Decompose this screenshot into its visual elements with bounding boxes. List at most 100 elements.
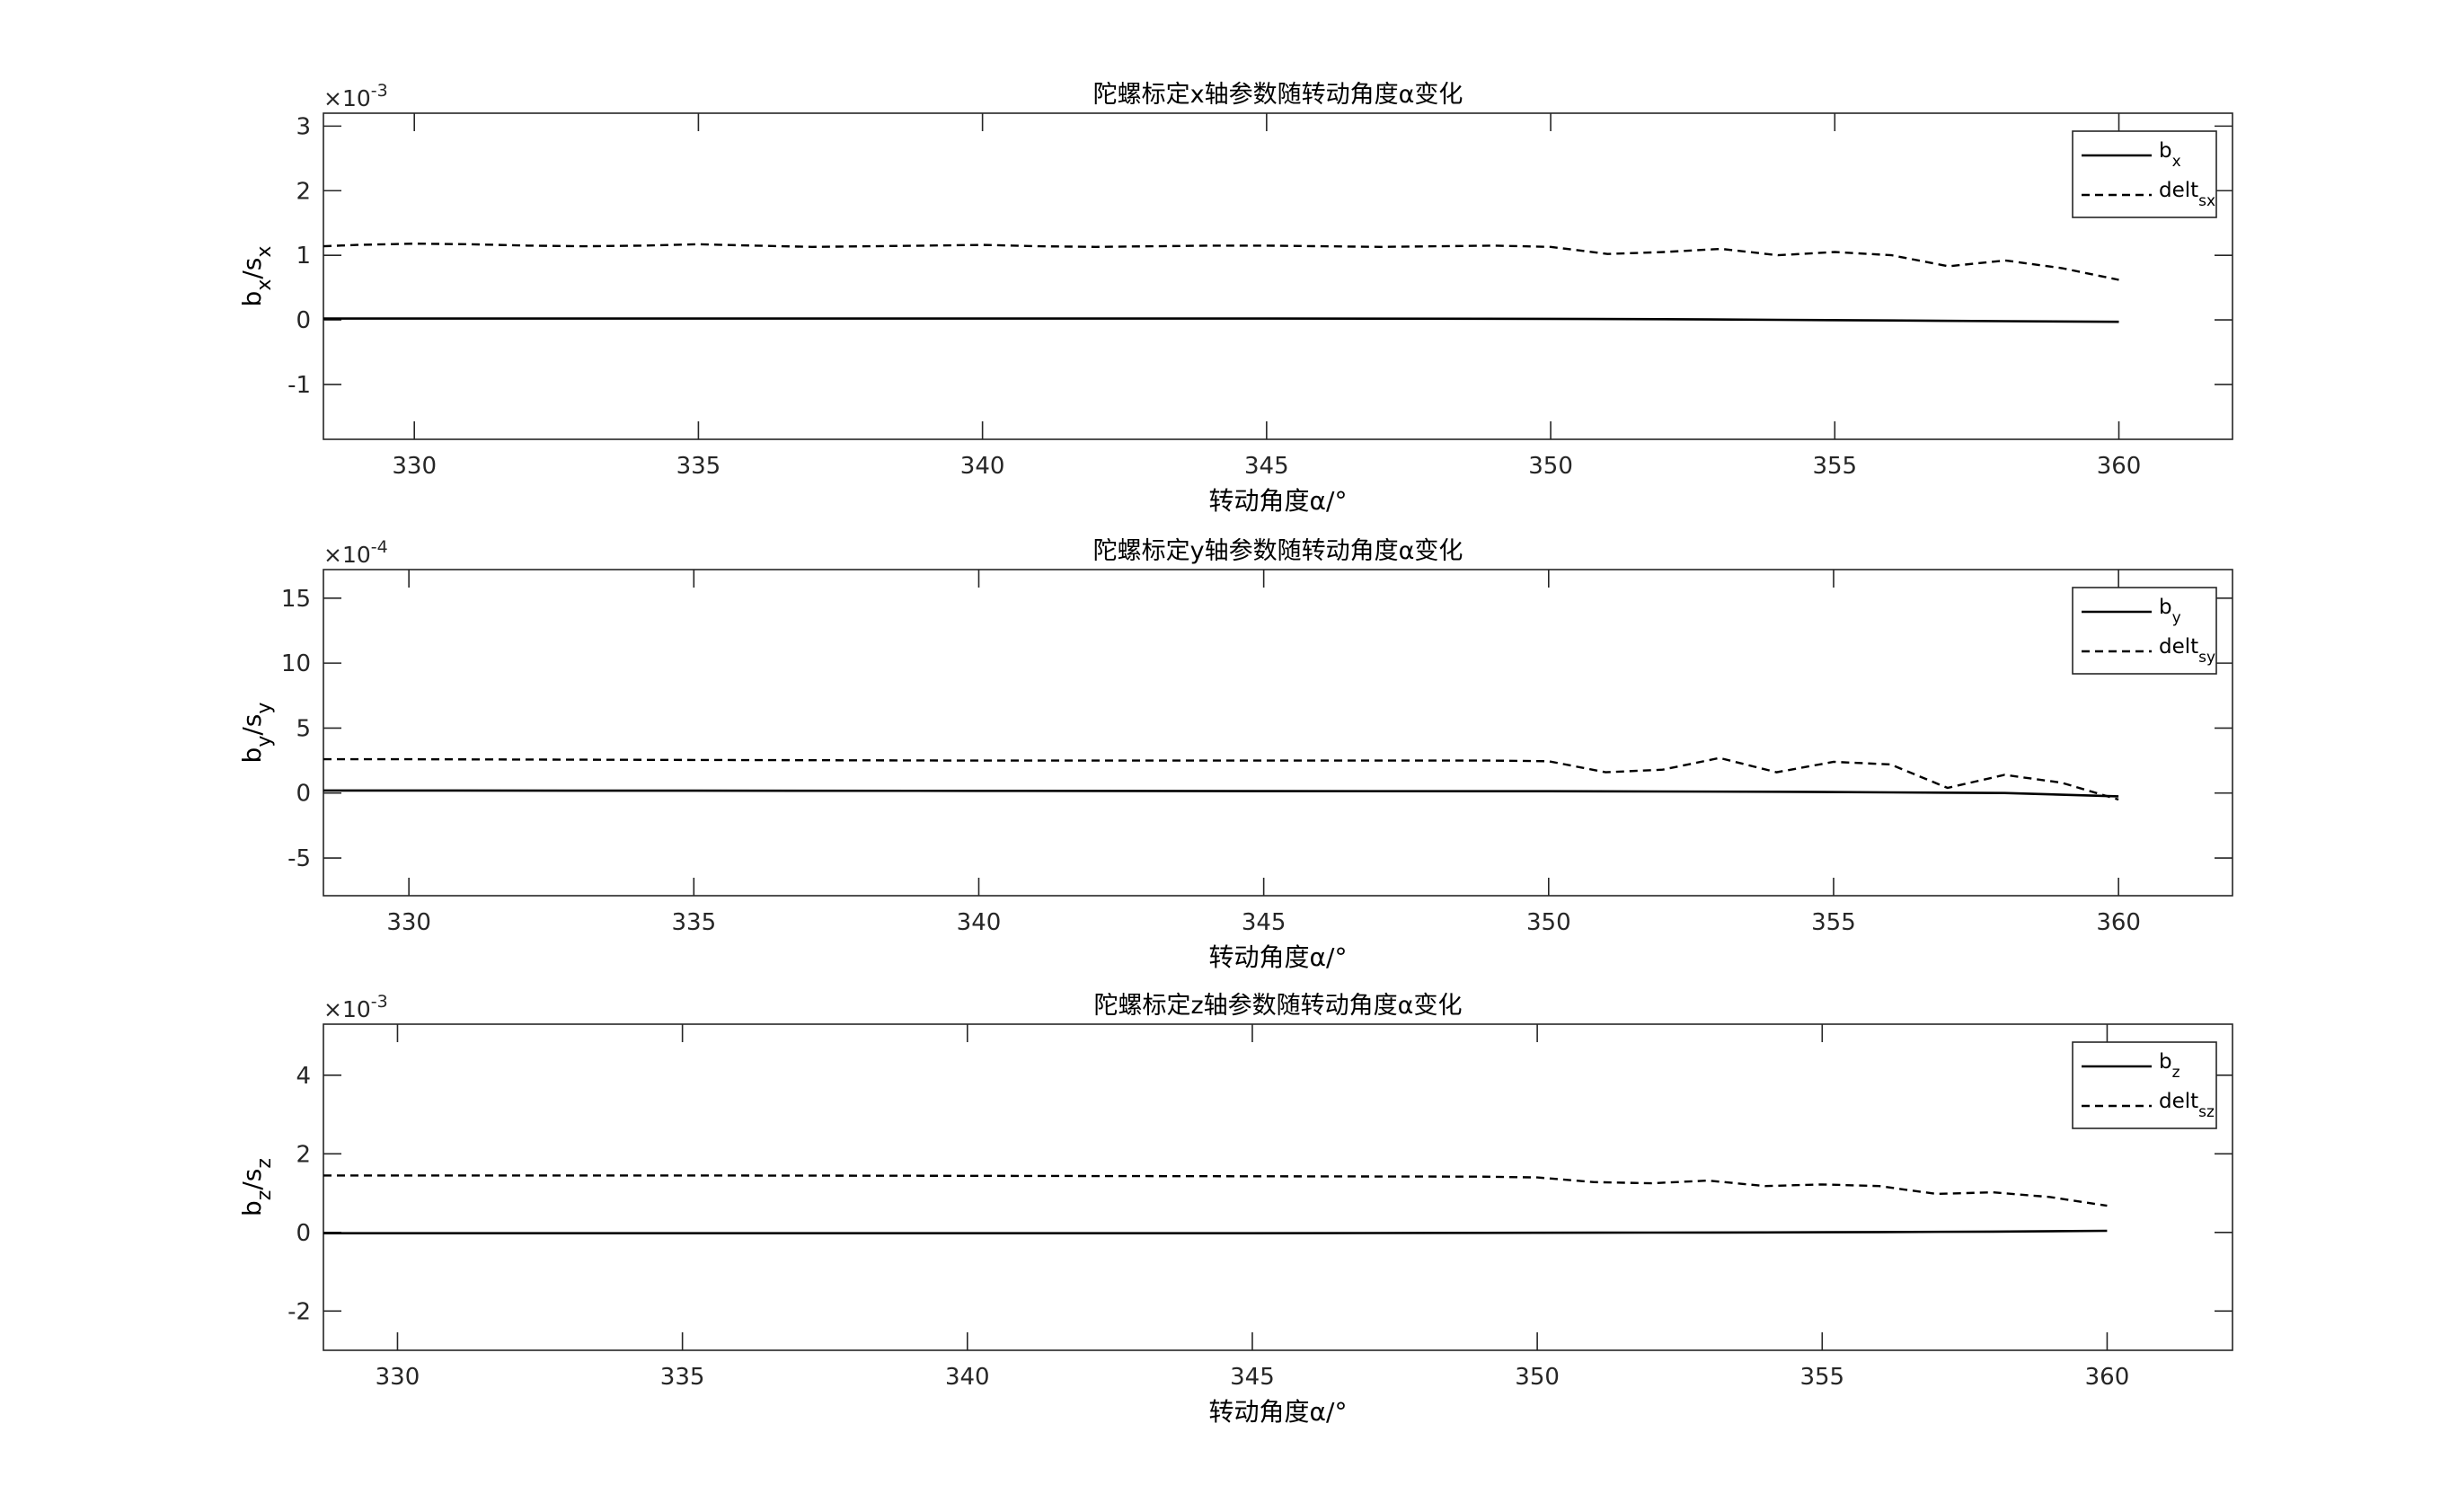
exponent-power: -3 bbox=[371, 992, 388, 1012]
exponent-power: -4 bbox=[371, 537, 388, 557]
chart-title: 陀螺标定x轴参数随转动角度α变化 bbox=[1093, 81, 1463, 109]
legend-name: delt bbox=[2159, 179, 2198, 202]
legend-name: delt bbox=[2159, 635, 2198, 659]
x-tick-label: 330 bbox=[376, 1364, 420, 1391]
x-tick-label: 345 bbox=[1242, 909, 1286, 936]
x-tick-label: 360 bbox=[2097, 453, 2142, 480]
legend-name-sub: sx bbox=[2198, 192, 2215, 210]
y-tick-label: -5 bbox=[287, 845, 311, 872]
chart-title: 陀螺标定z轴参数随转动角度α变化 bbox=[1094, 992, 1463, 1020]
legend-name-sub: sy bbox=[2198, 649, 2215, 667]
legend: bz deltsz bbox=[2072, 1041, 2217, 1129]
legend-name: b bbox=[2159, 139, 2172, 163]
x-axis-label: 转动角度α/° bbox=[1209, 486, 1348, 516]
y-axis-label: bz/sz bbox=[237, 1158, 276, 1216]
axes-frame bbox=[323, 569, 2233, 897]
x-axis-label: 转动角度α/° bbox=[1209, 942, 1348, 972]
y-tick-label: 0 bbox=[296, 307, 311, 334]
legend: bx deltsx bbox=[2072, 130, 2217, 218]
y-tick-label: 0 bbox=[296, 1220, 311, 1247]
x-tick-label: 355 bbox=[1811, 909, 1856, 936]
axes-frame bbox=[323, 112, 2233, 440]
chart-panel-2: 330 335 340 345 350 355 360 -5 0 5 10 15 ×10-4 陀螺标定y轴… bbox=[237, 537, 2233, 972]
x-tick-label: 345 bbox=[1244, 453, 1289, 480]
exponent-base: ×10 bbox=[323, 542, 371, 568]
y-tick-label: 0 bbox=[296, 781, 311, 808]
legend-entry: deltsx bbox=[2159, 179, 2215, 210]
y-tick-label: -2 bbox=[287, 1298, 311, 1325]
axis-exponent-label: ×10-3 bbox=[323, 992, 388, 1022]
series-line-b-z bbox=[323, 1229, 2108, 1234]
exponent-power: -3 bbox=[371, 81, 388, 101]
series-line-b-y bbox=[323, 789, 2119, 798]
x-axis-label: 转动角度α/° bbox=[1209, 1397, 1348, 1427]
legend-name-sub: y bbox=[2172, 609, 2181, 627]
y-axis-label: bx/sx bbox=[237, 246, 276, 307]
chart-panel-1: 330 335 340 345 350 355 360 -1 0 1 2 3 ×10-3 陀螺标定x轴参数… bbox=[237, 81, 2233, 516]
y-label-sub: z bbox=[253, 1158, 276, 1169]
x-tick-label: 355 bbox=[1799, 1364, 1844, 1391]
y-tick-label: 10 bbox=[281, 650, 311, 677]
legend-name: b bbox=[2159, 1050, 2172, 1074]
y-label-sep: /s bbox=[237, 1169, 267, 1190]
y-tick-label: 4 bbox=[296, 1063, 311, 1090]
legend-box bbox=[2072, 1041, 2217, 1129]
x-tick-label: 335 bbox=[660, 1364, 705, 1391]
y-label-sub: y bbox=[253, 703, 276, 714]
x-tick-label: 350 bbox=[1528, 453, 1573, 480]
exponent-base: ×10 bbox=[323, 996, 371, 1022]
y-label-sub: x bbox=[253, 279, 276, 291]
x-tick-label: 345 bbox=[1230, 1364, 1275, 1391]
y-tick-label: 15 bbox=[281, 586, 311, 613]
y-label-sep: /s bbox=[237, 258, 267, 279]
y-label-sub: y bbox=[253, 736, 276, 747]
y-tick-label: 2 bbox=[296, 1141, 311, 1168]
x-tick-label: 330 bbox=[386, 909, 431, 936]
y-tick-label: 5 bbox=[296, 715, 311, 742]
y-axis-label: by/sy bbox=[237, 703, 276, 764]
legend: by deltsy bbox=[2072, 587, 2217, 675]
y-tick-label: 1 bbox=[296, 243, 311, 270]
x-tick-label: 355 bbox=[1812, 453, 1857, 480]
x-tick-label: 335 bbox=[676, 453, 721, 480]
legend-name-sub: x bbox=[2172, 153, 2181, 171]
y-label-sub: z bbox=[253, 1190, 276, 1201]
x-tick-label: 335 bbox=[671, 909, 716, 936]
y-label-sub: x bbox=[253, 246, 276, 258]
legend-box bbox=[2072, 130, 2217, 218]
y-label-base: b bbox=[237, 747, 267, 764]
x-tick-label: 360 bbox=[2085, 1364, 2130, 1391]
y-tick-label: 2 bbox=[296, 178, 311, 205]
y-label-sep: /s bbox=[237, 714, 267, 736]
legend-entry: deltsy bbox=[2159, 635, 2215, 667]
exponent-base: ×10 bbox=[323, 85, 371, 111]
y-tick-label: 3 bbox=[296, 113, 311, 140]
legend-entry: bz bbox=[2159, 1050, 2180, 1082]
x-tick-label: 350 bbox=[1526, 909, 1571, 936]
x-tick-label: 350 bbox=[1515, 1364, 1560, 1391]
legend-entry: bx bbox=[2159, 139, 2181, 171]
y-label-base: b bbox=[237, 291, 267, 307]
chart-title: 陀螺标定y轴参数随转动角度α变化 bbox=[1093, 537, 1463, 565]
y-label-base: b bbox=[237, 1200, 267, 1216]
y-tick-label: -1 bbox=[287, 372, 311, 399]
axis-exponent-label: ×10-3 bbox=[323, 81, 388, 111]
series-line-delt-sz bbox=[323, 1174, 2108, 1207]
legend-name: delt bbox=[2159, 1090, 2198, 1113]
axes-frame bbox=[323, 1023, 2233, 1351]
x-tick-label: 360 bbox=[2096, 909, 2141, 936]
legend-entry: deltsz bbox=[2159, 1090, 2215, 1121]
legend-entry: by bbox=[2159, 596, 2181, 627]
axis-exponent-label: ×10-4 bbox=[323, 537, 388, 568]
legend-name-sub: sz bbox=[2198, 1103, 2215, 1121]
legend-name-sub: z bbox=[2172, 1064, 2180, 1082]
series-line-delt-sy bbox=[323, 756, 2119, 801]
x-tick-label: 340 bbox=[960, 453, 1005, 480]
x-tick-label: 340 bbox=[945, 1364, 990, 1391]
legend-box bbox=[2072, 587, 2217, 675]
x-tick-label: 340 bbox=[957, 909, 1002, 936]
series-line-b-x bbox=[323, 317, 2119, 323]
chart-panel-3: 330 335 340 345 350 355 360 -2 0 2 4 ×10-3 陀螺标定z轴参数随… bbox=[237, 992, 2233, 1427]
x-tick-label: 330 bbox=[392, 453, 437, 480]
